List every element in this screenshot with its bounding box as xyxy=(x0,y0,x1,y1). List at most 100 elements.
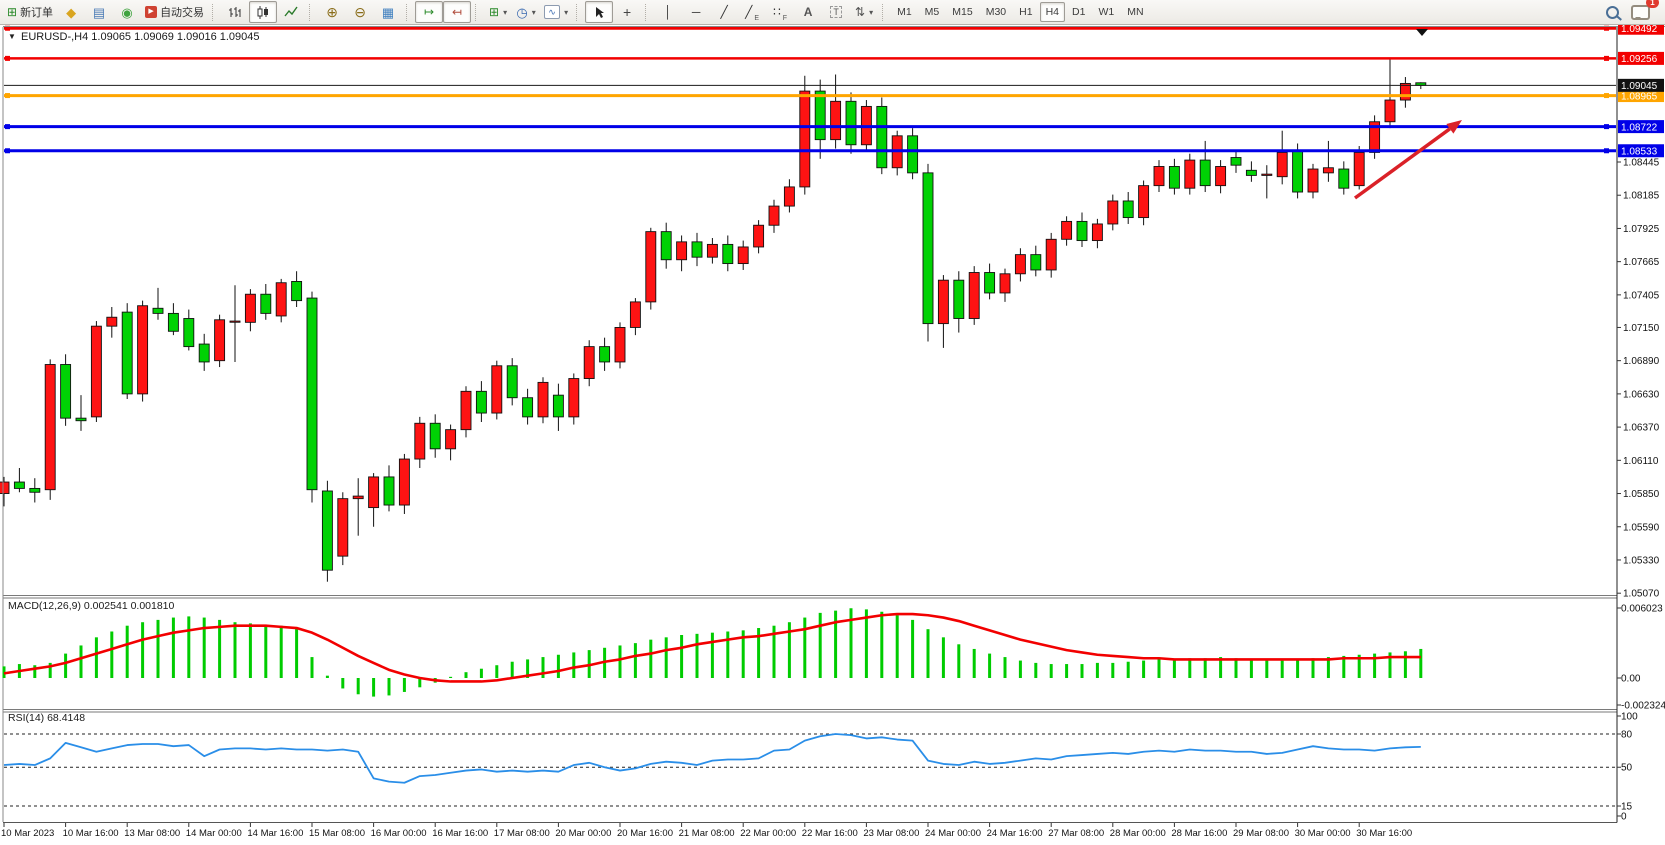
trend-arrow-annotation[interactable] xyxy=(1353,127,1451,200)
candle-body xyxy=(737,246,749,265)
line-handle[interactable] xyxy=(1604,93,1609,99)
line-handle[interactable] xyxy=(5,93,10,99)
channel-tool-button[interactable]: ╱ E xyxy=(738,1,766,23)
candle-body xyxy=(1322,167,1334,174)
timeframe-M30-button[interactable]: M30 xyxy=(985,6,1007,18)
toolbar-separator xyxy=(212,3,217,21)
line-handle[interactable] xyxy=(5,55,10,61)
indicators-icon: ∿ xyxy=(544,5,561,19)
dropdown-caret-icon: ▾ xyxy=(503,7,508,17)
candle-body xyxy=(1122,200,1134,219)
time-axis-label: 23 Mar 08:00 xyxy=(863,828,919,839)
cursor-tool-button[interactable] xyxy=(585,1,614,23)
periods-button[interactable]: ◷ ▾ xyxy=(512,1,540,23)
candle-body xyxy=(753,224,765,248)
dropdown-caret-icon: ▾ xyxy=(531,7,536,17)
line-handle[interactable] xyxy=(1604,124,1609,130)
price-tag-label: 1.08965 xyxy=(1621,91,1658,102)
price-axis-tick-label: 1.05590 xyxy=(1623,522,1660,533)
horizontal-line-tool-button[interactable]: ─ xyxy=(682,1,710,23)
candle-body xyxy=(506,365,518,399)
time-axis-label: 20 Mar 00:00 xyxy=(555,828,611,839)
line-handle[interactable] xyxy=(1604,25,1609,31)
price-axis-tick-label: 1.07405 xyxy=(1623,290,1660,301)
new-chart-button[interactable]: ⊞ ▾ xyxy=(484,1,512,23)
indicators-button[interactable]: ∿ ▾ xyxy=(540,1,572,23)
clock-icon: ◷ xyxy=(516,4,528,20)
text-tool-button[interactable]: A xyxy=(794,1,822,23)
candle-body xyxy=(629,301,641,328)
trend-arrow-head[interactable] xyxy=(1446,120,1462,134)
auto-scroll-icon: ↦ xyxy=(424,5,435,19)
time-axis-label: 24 Mar 16:00 xyxy=(987,828,1043,839)
dropdown-caret-icon: ▾ xyxy=(564,7,569,17)
candle-body xyxy=(475,390,487,414)
market-watch-button[interactable]: ▤ xyxy=(85,1,113,23)
timeframe-W1-button[interactable]: W1 xyxy=(1098,6,1115,18)
price-axis-tick-label: 1.05850 xyxy=(1623,489,1660,500)
trendline-tool-button[interactable]: ╱ xyxy=(710,1,738,23)
candle-body xyxy=(568,378,580,418)
auto-trading-button[interactable]: ▶ 自动交易 xyxy=(141,1,208,23)
macd-signal-line xyxy=(3,612,1421,683)
time-axis-label: 14 Mar 00:00 xyxy=(186,828,242,839)
price-tag-label: 1.08722 xyxy=(1621,122,1658,133)
search-button[interactable] xyxy=(1598,1,1626,23)
time-axis-label: 30 Mar 00:00 xyxy=(1295,828,1351,839)
candle-body xyxy=(1138,185,1150,219)
line-chart-icon xyxy=(284,6,298,16)
candle-body xyxy=(0,481,10,494)
search-icon xyxy=(1605,5,1619,19)
new-order-button[interactable]: ⊞ 新订单 xyxy=(3,1,57,23)
timeframe-M5-button[interactable]: M5 xyxy=(924,6,940,18)
crosshair-tool-button[interactable]: + xyxy=(613,1,641,23)
candle-body xyxy=(1045,238,1057,271)
notifications-button[interactable]: 1 xyxy=(1626,0,1659,23)
candlestick-mode-button[interactable] xyxy=(249,1,278,23)
profiles-button[interactable]: ◆ xyxy=(57,1,85,23)
candle-body xyxy=(1245,169,1257,176)
time-axis-label: 15 Mar 08:00 xyxy=(309,828,365,839)
time-axis-label: 20 Mar 16:00 xyxy=(617,828,673,839)
line-handle[interactable] xyxy=(1604,148,1609,154)
notification-badge: 1 xyxy=(1646,0,1659,8)
timeframe-H4-button[interactable]: H4 xyxy=(1039,2,1066,22)
channel-e-subscript: E xyxy=(754,15,760,22)
tile-windows-button[interactable]: ▦ xyxy=(374,1,402,23)
new-chart-icon: ⊞ xyxy=(489,5,500,19)
chart-shift-button[interactable]: ↤ xyxy=(443,1,472,23)
candle-body xyxy=(583,346,595,380)
line-chart-mode-button[interactable] xyxy=(277,1,305,23)
candle-body xyxy=(1215,166,1227,187)
bar-chart-mode-button[interactable] xyxy=(221,1,249,23)
zoom-out-button[interactable]: ⊖ xyxy=(346,1,374,23)
candle-body xyxy=(291,281,303,302)
candle-body xyxy=(1091,223,1103,242)
line-handle[interactable] xyxy=(5,124,10,130)
arrows-tool-button[interactable]: ⇅ ▾ xyxy=(850,1,878,23)
timeframe-M1-button[interactable]: M1 xyxy=(897,6,912,18)
timeframe-H1-button[interactable]: H1 xyxy=(1019,6,1033,18)
candle-body xyxy=(352,495,364,500)
candle-body xyxy=(13,481,25,489)
timeframe-MN-button[interactable]: MN xyxy=(1127,6,1144,18)
line-handle[interactable] xyxy=(5,25,10,31)
line-handle[interactable] xyxy=(1604,55,1609,61)
candle-body xyxy=(1261,173,1273,176)
macd-axis-label: -0.002324 xyxy=(1621,701,1665,712)
timeframe-D1-button[interactable]: D1 xyxy=(1072,6,1086,18)
timeframe-M15-button[interactable]: M15 xyxy=(952,6,973,18)
chart-title-caret-icon[interactable]: ▼ xyxy=(8,32,16,41)
auto-scroll-button[interactable]: ↦ xyxy=(415,1,444,23)
fibonacci-tool-button[interactable]: ∷ F xyxy=(766,1,794,23)
candle-body xyxy=(1030,254,1042,271)
text-label-tool-button[interactable]: T xyxy=(822,1,850,23)
data-window-button[interactable]: ◉ xyxy=(113,1,141,23)
zoom-in-button[interactable]: ⊕ xyxy=(318,1,346,23)
dropdown-caret-icon: ▾ xyxy=(869,7,874,17)
candle-body xyxy=(491,365,503,414)
time-axis-label: 16 Mar 00:00 xyxy=(371,828,427,839)
line-handle[interactable] xyxy=(5,148,10,154)
vertical-line-tool-button[interactable]: │ xyxy=(654,1,682,23)
